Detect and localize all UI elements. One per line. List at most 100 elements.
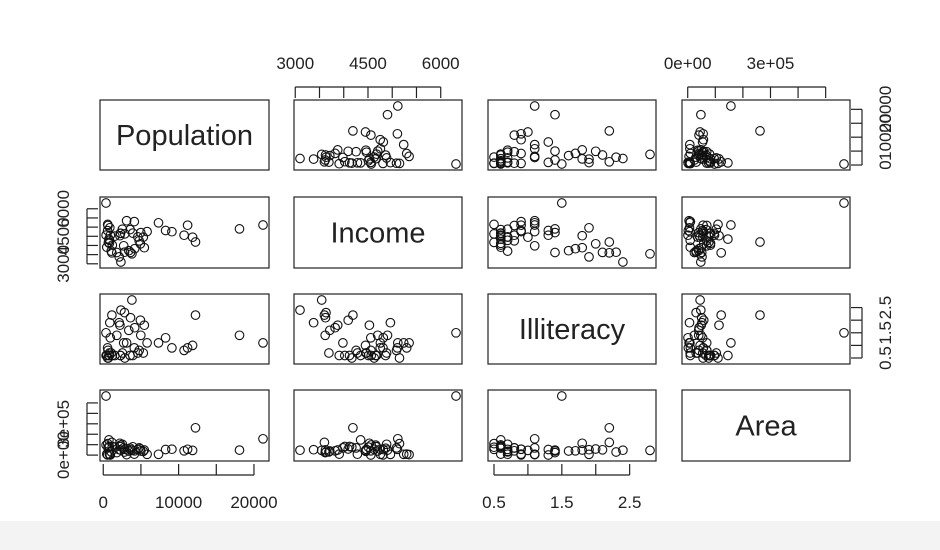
point-population-vs-illiteracy-21 [516,134,526,145]
point-illiteracy-vs-area-0 [696,312,707,323]
right-axis-label-population: 0 [876,160,895,169]
point-area-vs-illiteracy-42 [604,422,615,433]
point-illiteracy-vs-income-44 [334,350,345,361]
point-illiteracy-vs-income-39 [321,307,331,318]
point-income-vs-population-4 [258,220,268,230]
point-area-vs-illiteracy-40 [489,442,499,453]
point-population-vs-income-6 [404,151,414,162]
point-area-vs-illiteracy-30 [604,437,615,448]
point-illiteracy-vs-area-45 [693,330,704,341]
panel-area-vs-population [99,389,270,462]
point-income-vs-population-23 [116,257,126,267]
top-axis-label-income: 6000 [422,54,460,73]
point-area-vs-income-33 [391,443,402,453]
point-illiteracy-vs-area-4 [726,338,736,348]
variable-label-illiteracy: Illiteracy [519,314,626,346]
point-population-vs-income-29 [398,139,409,150]
point-population-vs-income-10 [385,157,396,168]
point-population-vs-area-20 [685,143,695,154]
point-area-vs-population-37 [187,445,198,456]
point-population-vs-illiteracy-35 [529,152,540,163]
point-income-vs-illiteracy-39 [611,247,621,258]
point-population-vs-area-38 [683,157,693,168]
point-area-vs-population-31 [234,445,245,455]
point-illiteracy-vs-income-40 [346,353,357,363]
variable-label-income: Income [330,218,425,250]
point-illiteracy-vs-income-25 [355,350,366,361]
point-income-vs-population-44 [101,242,112,253]
point-area-vs-income-34 [366,445,376,456]
top-axis-label-area: 0e+00 [664,54,712,73]
left-axis-label-income: 6000 [54,190,73,228]
point-illiteracy-vs-income-16 [324,325,335,336]
point-income-vs-area-30 [716,247,727,258]
point-illiteracy-vs-income-31 [382,330,393,341]
point-illiteracy-vs-population-42 [190,310,201,320]
point-area-vs-income-30 [319,437,330,448]
point-population-vs-income-48 [361,147,372,158]
point-population-vs-income-19 [401,148,412,159]
point-area-vs-income-5 [381,439,392,450]
point-area-vs-population-21 [167,444,177,455]
point-income-vs-area-29 [684,217,695,228]
point-income-vs-area-1 [839,198,849,208]
point-population-vs-illiteracy-29 [529,139,540,150]
panel-population-vs-income [293,99,463,171]
point-population-vs-income-4 [392,101,403,111]
point-area-vs-income-40 [346,442,357,453]
point-population-vs-income-33 [391,158,402,169]
left-axis-label-area: 0e+00 [54,431,73,479]
point-income-vs-illiteracy-27 [489,219,499,230]
point-area-vs-population-40 [103,442,114,453]
point-population-vs-income-27 [394,158,405,169]
point-population-vs-illiteracy-10 [584,157,594,168]
point-illiteracy-vs-area-25 [723,350,733,361]
bottom-axis-label-population: 0 [99,493,108,512]
point-population-vs-illiteracy-12 [516,128,526,139]
point-population-vs-area-12 [698,128,708,139]
point-area-vs-illiteracy-46 [495,443,506,454]
bottom-axis-label-illiteracy: 2.5 [618,493,642,512]
point-illiteracy-vs-population-48 [132,348,143,358]
point-illiteracy-vs-population-3 [114,317,125,328]
point-income-vs-illiteracy-8 [543,225,554,236]
point-illiteracy-vs-population-8 [160,332,171,343]
point-illiteracy-vs-population-20 [142,338,152,348]
point-population-vs-illiteracy-37 [523,127,533,137]
point-population-vs-income-49 [366,159,377,169]
point-income-vs-area-47 [689,247,700,258]
point-income-vs-illiteracy-30 [604,247,615,258]
point-income-vs-population-39 [119,247,130,258]
point-population-vs-illiteracy-3 [584,154,594,164]
point-illiteracy-vs-area-40 [703,353,714,363]
point-illiteracy-vs-population-31 [234,330,245,341]
point-population-vs-illiteracy-7 [516,158,526,169]
point-illiteracy-vs-income-19 [401,343,412,353]
point-illiteracy-vs-population-45 [135,330,146,341]
point-income-vs-illiteracy-38 [543,230,554,241]
left-axis-label-income: 4500 [54,217,73,255]
point-income-vs-population-47 [111,247,122,258]
point-income-vs-population-38 [105,230,116,241]
point-income-vs-population-48 [132,232,143,242]
point-population-vs-illiteracy-19 [516,148,526,159]
point-income-vs-population-16 [123,245,134,256]
point-illiteracy-vs-area-19 [685,343,696,353]
point-area-vs-income-3 [308,444,319,455]
point-illiteracy-vs-population-30 [107,310,117,320]
point-income-vs-population-33 [103,220,113,231]
point-illiteracy-vs-area-9 [698,315,709,326]
point-income-vs-population-6 [121,215,132,226]
point-population-vs-illiteracy-9 [590,146,601,157]
point-income-vs-area-28 [685,235,696,246]
point-area-vs-illiteracy-8 [543,444,554,455]
point-area-vs-income-18 [324,447,334,457]
point-income-vs-illiteracy-44 [495,242,506,253]
point-population-vs-area-24 [701,146,712,157]
point-illiteracy-vs-income-45 [372,330,383,341]
bottom-axis-label-population: 20000 [230,493,277,512]
point-income-vs-area-3 [697,252,707,262]
variable-label-population: Population [116,120,253,152]
point-illiteracy-vs-population-41 [129,322,140,333]
point-population-vs-income-9 [343,146,354,157]
